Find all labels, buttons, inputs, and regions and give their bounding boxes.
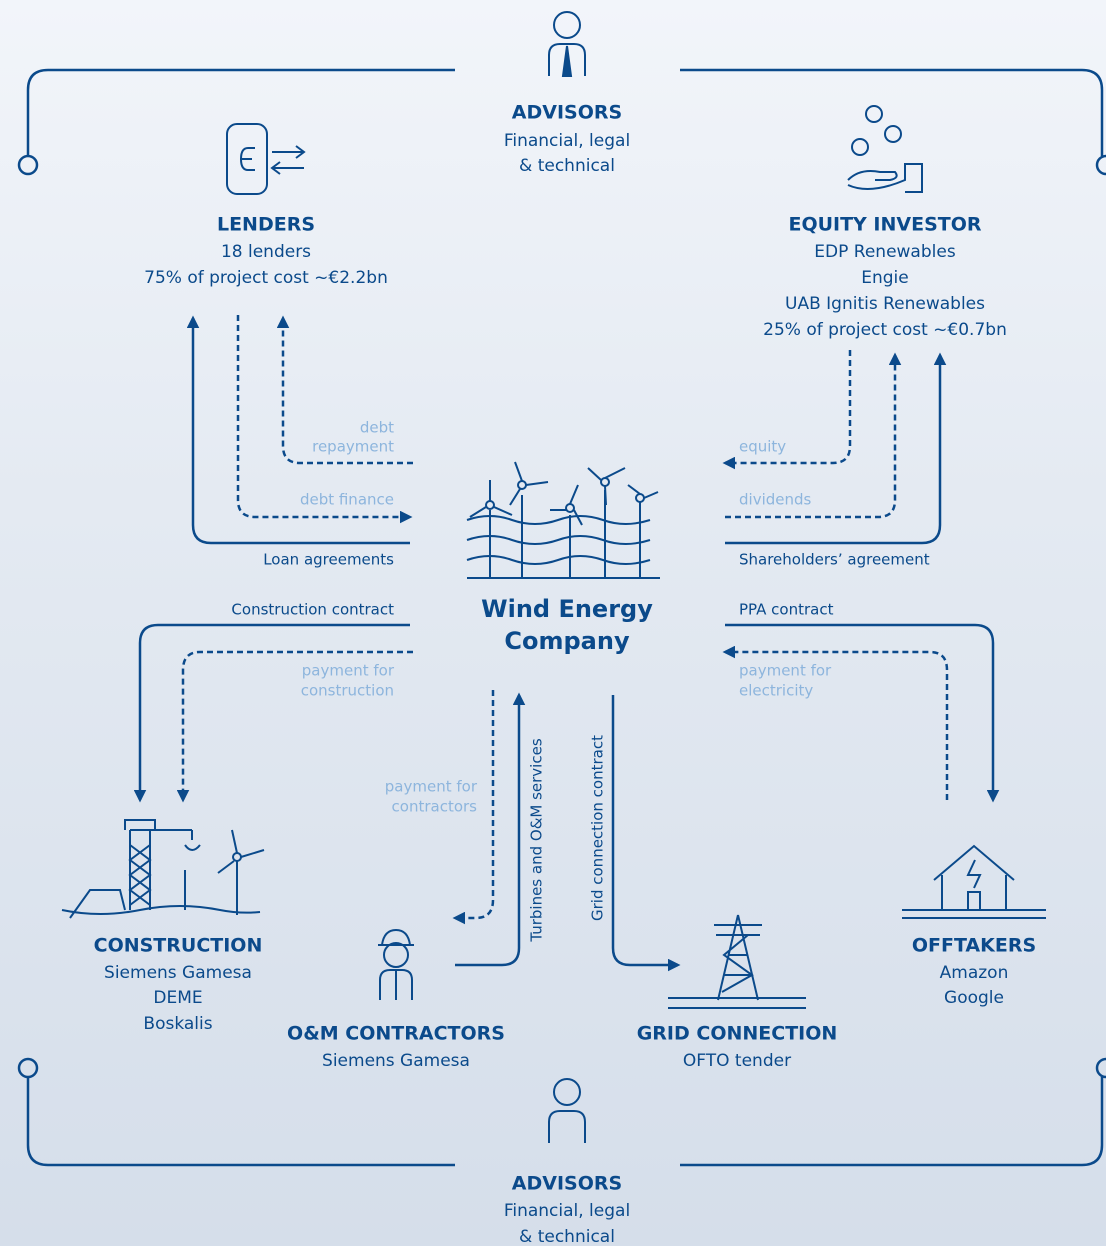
node-line: OFTO tender	[683, 1051, 791, 1071]
flow-label: electricity	[739, 682, 813, 700]
diagram: ADVISORS Financial, legal & technical LE…	[0, 0, 1106, 1246]
node-line: Amazon	[940, 963, 1009, 983]
background	[0, 0, 1106, 1246]
node-line: Engie	[861, 268, 909, 288]
flow-label: payment for	[385, 778, 478, 796]
flow-label: Grid connection contract	[589, 735, 607, 921]
flow-label: equity	[739, 438, 786, 456]
node-line: 18 lenders	[221, 242, 311, 262]
node-line: UAB Ignitis Renewables	[785, 294, 985, 314]
flow-label: Loan agreements	[263, 551, 394, 569]
flow-label: construction	[301, 682, 394, 700]
node-line: & technical	[519, 156, 615, 176]
node-title: EQUITY INVESTOR	[788, 214, 981, 236]
flow-label: debt finance	[300, 491, 394, 509]
node-title: CONSTRUCTION	[94, 935, 263, 957]
node-line: Financial, legal	[504, 1201, 630, 1221]
flow-label: payment for	[739, 662, 832, 680]
center-title: Wind Energy	[481, 595, 653, 623]
node-line: Siemens Gamesa	[104, 963, 252, 983]
node-line: Google	[944, 988, 1004, 1008]
node-title: O&M CONTRACTORS	[287, 1023, 505, 1045]
flow-label: PPA contract	[739, 601, 834, 619]
flow-label: Shareholders’ agreement	[739, 551, 930, 569]
flow-label: payment for	[302, 662, 395, 680]
page: ADVISORS Financial, legal & technical LE…	[0, 0, 1106, 1246]
node-title: ADVISORS	[512, 1173, 622, 1195]
node-line: EDP Renewables	[814, 242, 956, 262]
flow-label: dividends	[739, 491, 812, 509]
flow-label: repayment	[312, 438, 394, 456]
node-title: ADVISORS	[512, 102, 622, 124]
node-title: LENDERS	[217, 214, 315, 236]
node-line: & technical	[519, 1227, 615, 1246]
node-line: 25% of project cost ~€0.7bn	[763, 320, 1007, 340]
flow-label: Turbines and O&M services	[528, 738, 546, 942]
flow-label: contractors	[392, 798, 478, 816]
node-line: Financial, legal	[504, 131, 630, 151]
node-title: OFFTAKERS	[912, 935, 1036, 957]
flow-label: debt	[360, 419, 394, 437]
node-line: 75% of project cost ~€2.2bn	[144, 268, 388, 288]
flow-label: Construction contract	[231, 601, 394, 619]
center-title: Company	[504, 627, 630, 655]
node-title: GRID CONNECTION	[637, 1023, 838, 1045]
node-line: Boskalis	[143, 1014, 212, 1034]
node-line: DEME	[153, 988, 202, 1008]
node-line: Siemens Gamesa	[322, 1051, 470, 1071]
